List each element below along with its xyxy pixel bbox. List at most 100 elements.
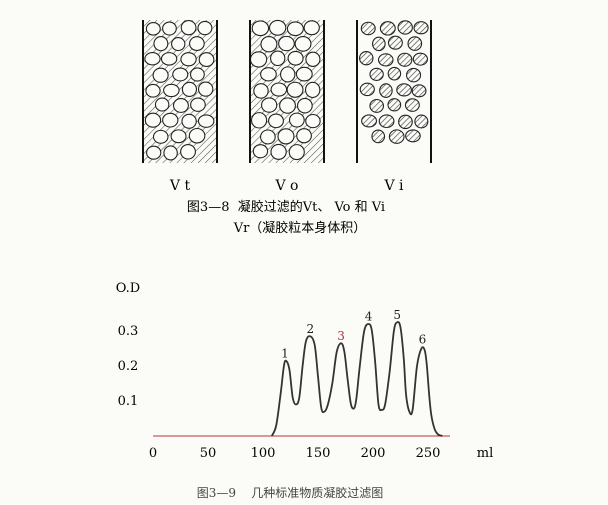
gel-bead xyxy=(181,113,197,129)
x-tick-label: 100 xyxy=(251,446,276,461)
gel-bead xyxy=(360,21,376,36)
gel-bead xyxy=(277,128,295,145)
gel-bead xyxy=(397,20,413,35)
gel-bead xyxy=(414,114,429,129)
gel-bead xyxy=(180,144,196,160)
gel-bead xyxy=(190,97,206,112)
gel-bead xyxy=(163,83,180,98)
column-label-vt: V t xyxy=(169,178,191,194)
y-tick-label: 0.2 xyxy=(118,359,139,374)
gel-bead xyxy=(188,127,206,144)
gel-bead xyxy=(180,52,197,67)
gel-bead xyxy=(278,35,295,52)
column-label-vo: V o xyxy=(275,178,299,194)
gel-bead xyxy=(372,36,386,52)
gel-bead xyxy=(396,83,412,97)
gel-bead xyxy=(398,114,413,130)
gel-bead xyxy=(146,145,162,160)
x-tick-label: 250 xyxy=(416,446,441,461)
gel-bead xyxy=(172,97,189,113)
gel-bead xyxy=(305,113,321,129)
x-tick-label: 150 xyxy=(306,446,331,461)
peak-labels: 1 2 3 4 5 6 xyxy=(281,308,426,361)
gel-bead xyxy=(294,35,312,52)
gel-bead xyxy=(378,114,395,129)
gel-bead xyxy=(145,83,161,98)
gel-bead xyxy=(288,112,305,128)
elution-chart: O.D 0.10.20.3 0 50 100 150 200 250 12 34 56 ml … xyxy=(116,281,493,500)
gel-bead xyxy=(286,81,304,98)
column-label-vi: V i xyxy=(383,178,404,194)
y-axis-label: O.D xyxy=(116,281,140,296)
gel-bead xyxy=(144,112,162,128)
gel-bead xyxy=(407,36,423,51)
gel-bead xyxy=(197,114,215,128)
column-vt xyxy=(142,20,218,163)
vo-beads xyxy=(249,19,321,161)
gel-bead xyxy=(304,81,321,99)
gel-bead xyxy=(162,112,179,128)
gel-bead xyxy=(171,37,186,52)
gel-bead xyxy=(260,67,277,82)
gel-bead xyxy=(250,112,268,129)
y-axis-ticks: 0.1 0.2 0.3 xyxy=(118,324,139,409)
gel-bead xyxy=(270,50,286,67)
peak-label: 6 xyxy=(419,332,427,346)
x-axis-ticks: 0 50 100 150 200 250 xyxy=(149,446,441,461)
gel-bead xyxy=(387,98,402,112)
gel-bead xyxy=(413,21,429,35)
gel-bead xyxy=(152,67,169,83)
gel-bead xyxy=(197,81,214,97)
gel-bead xyxy=(369,98,385,113)
gel-bead xyxy=(371,129,386,144)
figure-3-8-caption: 图3—8 凝胶过滤的Vt、 Vo 和 Vi xyxy=(187,199,385,215)
gel-bead xyxy=(253,83,269,99)
gel-bead xyxy=(198,52,215,68)
y-tick-label: 0.1 xyxy=(118,394,139,409)
gel-bead xyxy=(280,66,296,83)
x-tick-label: 50 xyxy=(200,446,217,461)
gel-bead xyxy=(268,19,287,36)
column-vo xyxy=(249,19,325,163)
gel-bead xyxy=(359,82,375,97)
gel-bead xyxy=(249,51,268,68)
x-tick-label: 200 xyxy=(361,446,386,461)
gel-bead xyxy=(303,20,320,36)
gel-bead xyxy=(145,22,161,36)
gel-bead xyxy=(260,129,276,145)
gel-bead xyxy=(189,67,205,82)
gel-bead xyxy=(260,36,278,53)
gel-bead xyxy=(377,53,394,67)
gel-bead xyxy=(268,113,284,129)
gel-bead xyxy=(286,21,304,37)
gel-bead xyxy=(387,35,403,50)
gel-bead xyxy=(397,52,413,67)
gel-bead xyxy=(405,67,422,83)
gel-bead xyxy=(144,52,161,66)
gel-bead xyxy=(379,21,396,36)
gel-bead xyxy=(405,129,421,143)
gel-bead xyxy=(160,52,178,66)
gel-bead xyxy=(181,81,198,97)
gel-bead xyxy=(153,36,169,52)
gel-bead xyxy=(295,66,313,82)
gel-bead xyxy=(412,52,429,66)
gel-bead xyxy=(163,145,178,161)
peak-label: 5 xyxy=(393,308,401,322)
gel-bead xyxy=(361,114,377,128)
peak-label: 3 xyxy=(337,329,345,343)
peak-label: 1 xyxy=(281,346,289,360)
gel-bead xyxy=(296,97,313,114)
gel-bead xyxy=(404,98,420,112)
gel-bead xyxy=(369,67,384,81)
gel-bead xyxy=(279,97,296,114)
vt-beads xyxy=(144,20,215,161)
y-tick-label: 0.3 xyxy=(118,324,139,339)
gel-bead xyxy=(152,129,169,144)
gel-filtration-diagram: V t V o V i 图3—8 凝胶过滤的Vt、 Vo 和 Vi Vr（凝胶粒… xyxy=(142,19,432,236)
peak-label: 4 xyxy=(365,310,373,324)
x-axis-label: ml xyxy=(477,446,494,461)
gel-bead xyxy=(388,129,405,144)
gel-bead xyxy=(170,129,187,144)
